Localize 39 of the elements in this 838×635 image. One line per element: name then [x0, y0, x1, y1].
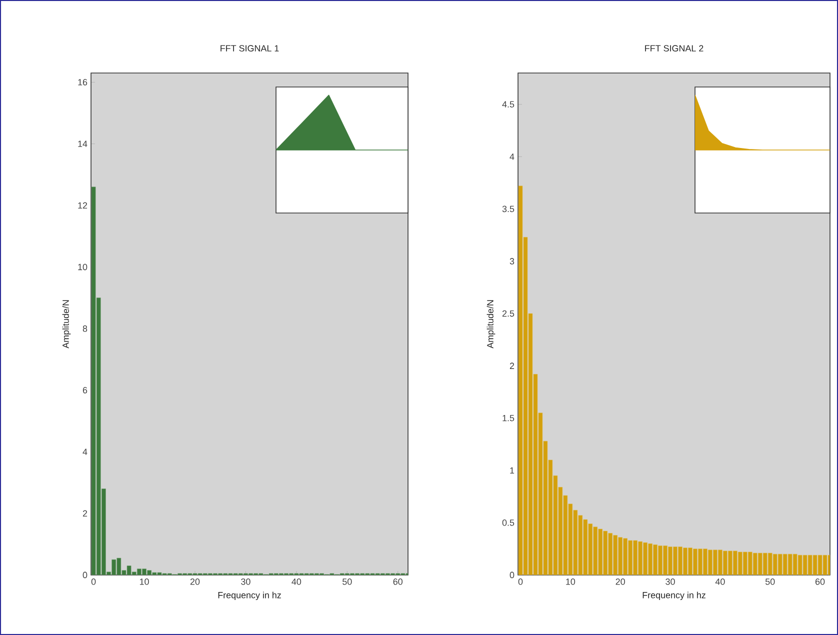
- x-tick-label: 20: [190, 578, 200, 585]
- y-tick-label: 1.5: [502, 414, 514, 422]
- y-tick-label: 1: [510, 467, 514, 474]
- chart-title: FFT SIGNAL 1: [220, 45, 279, 52]
- y-tick-label: 0: [510, 572, 514, 578]
- x-tick-label: 50: [342, 578, 352, 585]
- chart-title: FFT SIGNAL 2: [645, 45, 704, 52]
- y-tick-label: 2.5: [502, 310, 514, 317]
- y-axis-title: Amplitude/N: [486, 300, 496, 348]
- y-tick-label: 12: [78, 202, 88, 209]
- x-tick-label: 10: [140, 578, 149, 585]
- y-axis-title: Amplitude/N: [62, 300, 71, 348]
- x-axis-title: Frequency in hz: [218, 592, 281, 600]
- y-tick-label: 0: [82, 572, 88, 578]
- x-tick-label: 0: [91, 578, 96, 585]
- x-tick-label: 10: [566, 578, 576, 585]
- y-tick-label: 3: [510, 258, 514, 264]
- x-tick-label: 0: [518, 578, 523, 585]
- x-tick-label: 60: [393, 578, 403, 585]
- y-tick-label: 4.5: [502, 101, 514, 108]
- x-tick-label: 20: [616, 578, 625, 585]
- y-tick-label: 4: [82, 448, 88, 455]
- y-tick-label: 10: [78, 264, 88, 270]
- x-axis-title: Frequency in hz: [642, 592, 706, 600]
- y-tick-label: 2: [82, 510, 88, 517]
- y-tick-label: 6: [82, 387, 88, 394]
- x-tick-label: 40: [715, 578, 725, 585]
- y-tick-label: 8: [82, 325, 88, 332]
- x-tick-label: 30: [666, 578, 675, 585]
- y-tick-label: 3.5: [502, 206, 514, 212]
- x-tick-label: 40: [292, 578, 302, 585]
- y-tick-label: 4: [510, 154, 514, 160]
- x-tick-label: 30: [241, 578, 250, 585]
- x-tick-label: 60: [815, 578, 825, 585]
- y-tick-label: 2: [510, 362, 514, 369]
- y-tick-label: 0.5: [502, 520, 514, 526]
- y-tick-label: 16: [78, 79, 88, 86]
- y-tick-label: 14: [78, 140, 88, 147]
- x-tick-label: 50: [765, 578, 775, 585]
